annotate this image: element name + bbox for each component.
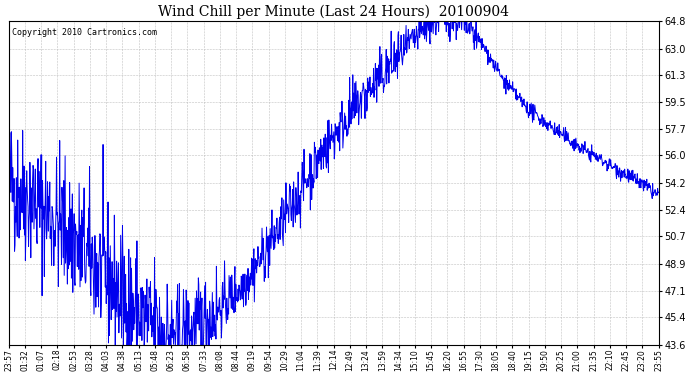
- Text: Copyright 2010 Cartronics.com: Copyright 2010 Cartronics.com: [12, 28, 157, 37]
- Title: Wind Chill per Minute (Last 24 Hours)  20100904: Wind Chill per Minute (Last 24 Hours) 20…: [158, 4, 509, 18]
